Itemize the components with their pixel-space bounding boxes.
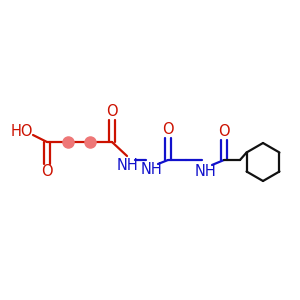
Text: HO: HO — [11, 124, 33, 140]
Text: O: O — [41, 164, 53, 179]
Text: O: O — [162, 122, 174, 137]
Text: NH: NH — [194, 164, 216, 178]
Text: O: O — [218, 124, 230, 140]
Text: O: O — [106, 104, 118, 119]
Text: NH: NH — [117, 158, 139, 173]
Text: NH: NH — [140, 161, 162, 176]
